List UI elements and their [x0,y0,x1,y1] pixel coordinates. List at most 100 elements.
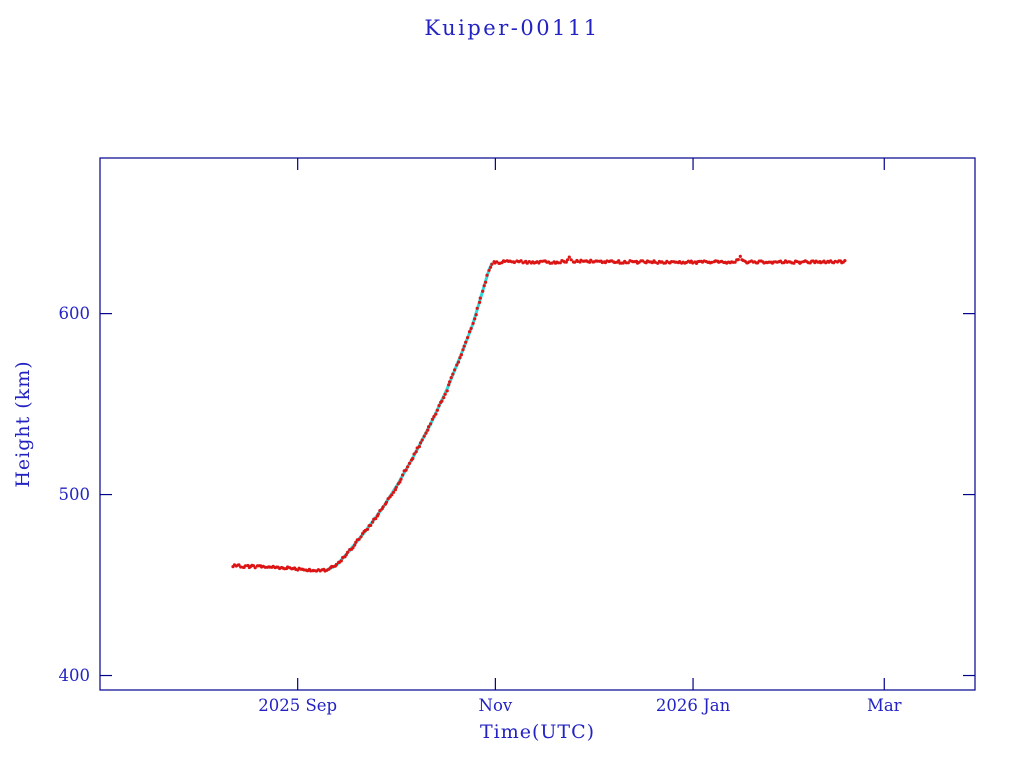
data-point-marker [459,353,463,357]
data-point-marker [478,300,482,304]
data-point-marker [371,520,375,524]
data-point-marker [422,434,426,438]
data-point-marker [565,258,570,262]
data-point-marker [243,564,247,568]
data-point-marker [339,559,343,563]
data-point-marker [359,535,363,539]
data-point-marker [456,360,461,364]
data-point-marker [407,461,412,465]
data-point-marker [424,431,428,435]
data-point-marker [447,383,451,387]
series-predicted-height [326,262,494,572]
data-point-marker [418,441,423,445]
plot-frame [99,157,976,691]
series-measured-height [231,254,847,573]
data-point-marker [369,523,373,528]
data-point-marker [420,438,424,442]
data-point-marker [392,490,396,494]
data-point-marker [451,372,455,376]
data-point-marker [344,553,348,557]
data-point-marker [237,563,241,567]
data-point-marker [710,260,714,264]
data-point-marker [467,330,472,334]
data-point-marker [490,262,494,266]
data-point-marker [440,399,444,403]
data-point-marker [354,540,358,544]
data-point-marker [567,255,571,259]
data-point-marker [481,289,485,293]
data-point-marker [437,404,441,408]
data-point-marker [478,296,482,300]
x-tick-label: Mar [867,696,902,715]
data-point-marker [617,259,621,263]
data-point-marker [384,500,389,504]
data-point-marker [346,550,350,554]
data-point-marker [435,408,439,412]
data-point-marker [503,259,507,263]
x-tick-label: 2025 Sep [258,696,337,715]
data-point-marker [843,259,847,263]
data-point-marker [455,363,459,367]
data-point-marker [411,456,415,461]
data-point-marker [462,344,466,348]
data-point-marker [738,254,742,258]
data-point-marker [484,280,488,284]
data-point-marker [357,537,361,541]
data-point-marker [381,505,385,509]
y-tick-label: 400 [59,666,91,685]
data-point-marker [487,268,491,272]
chart-title: Kuiper-00111 [424,16,600,40]
data-point-marker [401,473,405,477]
data-point-marker [427,425,431,429]
x-tick-label: 2026 Jan [656,696,731,715]
data-point-marker [417,445,421,449]
data-point-marker [471,321,475,325]
data-point-marker [334,562,338,567]
data-point-marker [448,380,452,384]
data-point-marker [482,284,486,288]
data-point-marker [653,260,657,264]
data-point-marker [399,477,403,481]
data-point-marker [466,336,470,340]
data-point-marker [573,260,577,264]
data-point-marker [429,422,433,426]
data-point-marker [430,417,434,421]
data-point-marker [512,260,517,265]
x-tick-label: Nov [479,696,513,715]
data-point-marker [473,317,477,321]
data-point-marker [442,396,446,400]
data-point-marker [378,509,382,513]
data-point-marker [253,566,257,570]
data-point-marker [365,527,370,532]
data-point-marker [736,258,740,262]
data-point-marker [434,412,438,416]
data-point-marker [445,389,449,393]
data-point-marker [414,450,418,454]
data-point-marker [665,259,669,263]
data-point-marker [432,415,436,419]
data-point-marker [426,428,430,432]
data-point-marker [390,493,394,497]
data-point-marker [474,313,478,317]
data-point-marker [404,468,408,472]
data-point-marker [475,306,479,310]
data-point-marker [453,368,457,372]
data-point-marker [398,480,402,484]
data-point-marker [412,452,416,456]
data-point-marker [469,326,473,331]
data-point-marker [374,517,378,521]
data-point-marker [519,259,523,263]
data-point-marker [443,392,447,396]
data-point-marker [733,260,737,264]
y-tick-label: 500 [59,485,91,504]
data-point-marker [376,512,380,516]
data-point-marker [393,488,397,492]
data-point-marker [575,259,580,263]
data-point-marker [489,265,493,269]
data-point-marker [569,258,573,262]
x-axis-label: Time(UTC) [479,721,596,743]
data-point-marker [485,273,489,277]
data-point-marker [558,261,562,265]
data-point-marker [351,546,355,550]
